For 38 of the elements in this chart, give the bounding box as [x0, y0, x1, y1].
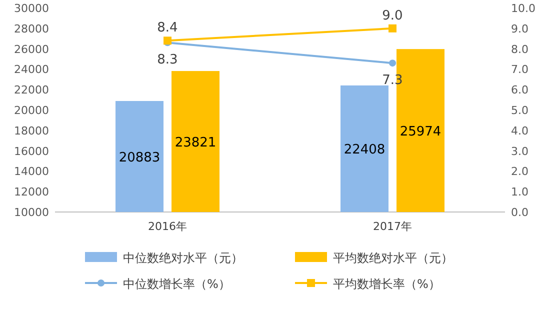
y-tick-label: 24000	[14, 63, 49, 76]
legend-label: 中位数增长率（%）	[123, 277, 230, 291]
y-tick-label: 28000	[14, 22, 49, 36]
legend-label: 平均数增长率（%）	[333, 277, 440, 291]
point	[164, 36, 172, 45]
y2-tick-label: 8.0	[511, 42, 528, 56]
y2-tick-label: 5.0	[511, 104, 528, 117]
y2-tick-label: 7.0	[511, 63, 528, 76]
point	[389, 60, 396, 67]
y2-tick-label: 1.0	[511, 186, 528, 199]
data-label: 9.0	[382, 8, 403, 24]
y-tick-label: 10000	[14, 206, 49, 219]
y2-tick-label: 4.0	[511, 124, 528, 138]
y2-tick-label: 6.0	[511, 84, 528, 97]
x-tick-label: 2017年	[373, 220, 412, 233]
y2-tick-label: 9.0	[511, 22, 528, 36]
y-tick-label: 18000	[14, 124, 49, 138]
y-tick-label: 20000	[14, 104, 49, 117]
y2-tick-label: 0.0	[511, 206, 528, 219]
data-label: 20883	[118, 150, 160, 166]
legend-label: 中位数绝对水平（元）	[123, 251, 243, 265]
data-label: 23821	[174, 136, 216, 151]
point	[388, 24, 396, 32]
y-tick-label: 26000	[14, 42, 49, 56]
y-tick-label: 16000	[14, 144, 49, 158]
y2-tick-label: 10.0	[511, 2, 536, 15]
y2-tick-label: 2.0	[511, 165, 528, 178]
data-label: 8.3	[157, 52, 178, 68]
y2-tick-label: 3.0	[511, 144, 528, 158]
legend-label: 平均数绝对水平（元）	[333, 251, 453, 265]
data-label: 8.4	[157, 20, 178, 36]
data-label: 22408	[344, 142, 386, 158]
y-tick-label: 12000	[14, 186, 49, 199]
y-tick-label: 30000	[14, 2, 49, 15]
data-label: 25974	[400, 124, 442, 140]
y-tick-label: 22000	[14, 84, 49, 97]
x-tick-label: 2016年	[148, 220, 187, 233]
y-tick-label: 14000	[14, 165, 49, 178]
